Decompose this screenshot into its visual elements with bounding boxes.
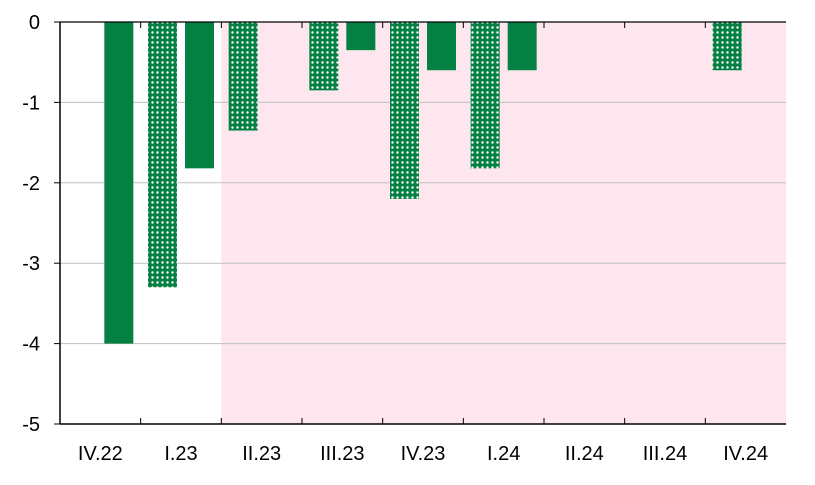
x-tick-label: II.24 <box>565 443 604 465</box>
x-tick-label: I.24 <box>487 443 520 465</box>
bar-dotted-II.23 <box>228 22 258 131</box>
bar-solid-I.24 <box>507 22 537 71</box>
x-tick-label: IV.24 <box>723 443 768 465</box>
x-tick-label: III.23 <box>320 443 364 465</box>
x-tick-label: IV.22 <box>78 443 123 465</box>
y-tick-label: -2 <box>22 173 40 195</box>
bar-solid-IV.23 <box>427 22 456 71</box>
x-tick-label: IV.23 <box>401 443 446 465</box>
bar-solid-I.23 <box>185 22 214 169</box>
bar-dotted-IV.24 <box>712 22 742 71</box>
bar-solid-IV.22 <box>104 22 134 344</box>
x-tick-label: II.23 <box>242 443 281 465</box>
bar-dotted-I.24 <box>470 22 500 169</box>
x-tick-label: I.23 <box>164 443 197 465</box>
bar-solid-III.23 <box>346 22 376 51</box>
y-tick-label: 0 <box>29 12 40 34</box>
forecast-shaded-region <box>221 22 787 424</box>
y-tick-label: -5 <box>22 414 40 436</box>
x-tick-label: III.24 <box>643 443 687 465</box>
y-tick-label: -1 <box>22 92 40 114</box>
y-tick-label: -3 <box>22 253 40 275</box>
bar-dotted-IV.23 <box>390 22 419 199</box>
bar-dotted-I.23 <box>148 22 177 288</box>
y-tick-label: -4 <box>22 334 40 356</box>
bar-dotted-III.23 <box>309 22 339 91</box>
